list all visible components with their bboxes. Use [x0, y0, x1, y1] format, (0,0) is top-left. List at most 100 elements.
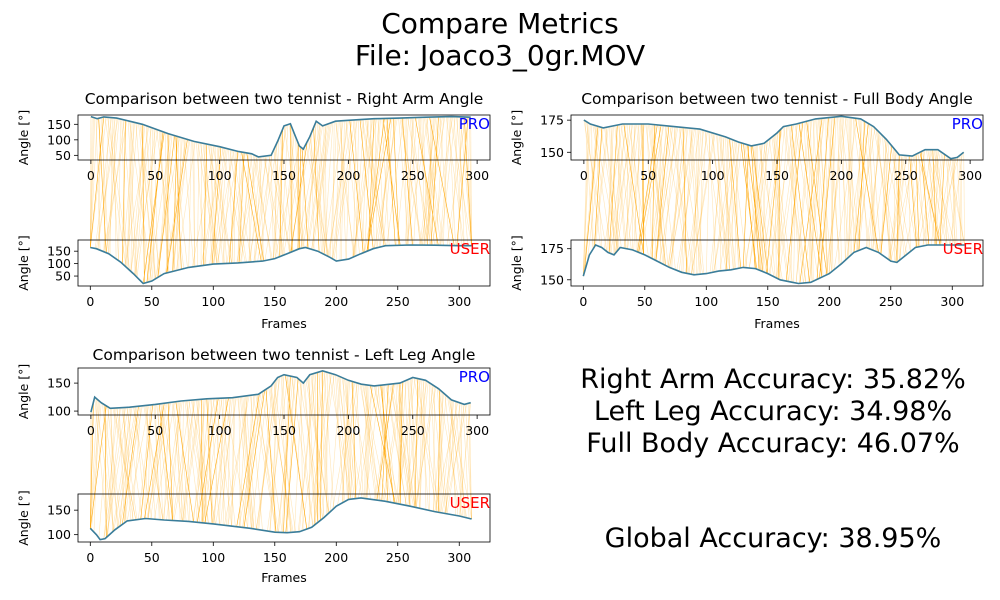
- alignment-link: [386, 118, 396, 246]
- alignment-link: [336, 120, 339, 262]
- user-axes-frame: [77, 493, 491, 543]
- alignment-link: [213, 148, 227, 265]
- alignment-link: [253, 156, 263, 262]
- alignment-link: [877, 130, 892, 262]
- alignment-link: [627, 123, 645, 250]
- alignment-link: [259, 156, 264, 261]
- alignment-link: [166, 400, 183, 521]
- alignment-link: [689, 128, 701, 275]
- alignment-link: [202, 399, 207, 524]
- figure-title-line2: File: Joaco3_0gr.MOV: [354, 39, 646, 72]
- alignment-link: [183, 399, 201, 522]
- alignment-link: [211, 146, 222, 265]
- alignment-link: [799, 118, 823, 284]
- alignment-link: [399, 381, 403, 505]
- alignment-link: [904, 149, 926, 257]
- alignment-link: [367, 118, 381, 251]
- alignment-link: [467, 403, 472, 520]
- alignment-link: [616, 123, 637, 252]
- alignment-link: [919, 152, 941, 246]
- alignment-link: [173, 399, 196, 521]
- alignment-link: [803, 121, 813, 282]
- alignment-link: [246, 152, 264, 261]
- alignment-link: [398, 383, 416, 508]
- alignment-link: [160, 130, 169, 273]
- alignment-link: [307, 123, 329, 249]
- pro-xtick-label: 150: [272, 423, 296, 438]
- alignment-link: [130, 125, 146, 272]
- alignment-link: [819, 118, 829, 275]
- alignment-link: [210, 398, 220, 525]
- pro-xtick-label: 300: [958, 168, 982, 183]
- alignment-link: [344, 378, 357, 499]
- alignment-link: [817, 118, 832, 272]
- alignment-link: [361, 384, 376, 501]
- alignment-link: [878, 151, 897, 253]
- alignment-link: [650, 126, 672, 259]
- alignment-link: [691, 129, 702, 275]
- alignment-link: [192, 145, 215, 267]
- alignment-link: [465, 403, 472, 520]
- alignment-link: [173, 135, 188, 268]
- alignment-link: [603, 123, 623, 250]
- alignment-link: [323, 122, 334, 255]
- alignment-link: [138, 404, 152, 520]
- alignment-link: [888, 155, 904, 260]
- alignment-link: [408, 379, 411, 507]
- alignment-link: [855, 118, 879, 253]
- alignment-link: [126, 121, 132, 269]
- alignment-link: [419, 379, 423, 509]
- user-xtick-label: 150: [263, 294, 287, 309]
- alignment-link: [156, 404, 171, 521]
- alignment-link: [281, 133, 295, 256]
- alignment-link: [418, 378, 429, 511]
- alignment-link: [329, 376, 341, 512]
- alignment-link: [844, 116, 861, 250]
- alignment-link: [404, 380, 411, 507]
- alignment-link: [256, 376, 281, 530]
- alignment-link: [917, 150, 940, 248]
- alignment-link: [445, 116, 465, 246]
- alignment-link: [863, 120, 878, 252]
- alignment-link: [754, 145, 761, 271]
- pro-xtick-label: 300: [465, 168, 489, 183]
- alignment-link: [706, 132, 711, 274]
- alignment-link: [610, 123, 634, 254]
- alignment-link: [252, 394, 277, 533]
- alignment-link: [361, 119, 385, 247]
- alignment-link: [106, 407, 129, 538]
- alignment-link: [438, 388, 462, 517]
- alignment-link: [789, 125, 801, 284]
- alignment-link: [670, 127, 685, 268]
- alignment-link: [224, 397, 248, 529]
- alignment-link: [690, 128, 705, 274]
- alignment-link: [620, 124, 639, 253]
- alignment-link: [875, 129, 893, 262]
- alignment-link: [424, 116, 446, 246]
- alignment-link: [332, 119, 356, 259]
- alignment-link: [397, 377, 414, 504]
- alignment-link: [181, 400, 184, 522]
- alignment-link: [326, 372, 329, 516]
- alignment-link: [833, 118, 858, 270]
- alignment-link: [197, 399, 204, 523]
- alignment-link: [920, 151, 930, 246]
- user-ytick-label: 175: [540, 241, 564, 256]
- alignment-link: [441, 402, 461, 514]
- alignment-link: [444, 394, 459, 516]
- alignment-link: [430, 383, 438, 513]
- alignment-link: [600, 127, 620, 250]
- alignment-link: [896, 154, 900, 263]
- alignment-link: [642, 123, 644, 255]
- alignment-link: [290, 123, 293, 252]
- alignment-link: [419, 116, 437, 246]
- pro-xtick-label: 50: [147, 423, 163, 438]
- alignment-link: [361, 119, 368, 254]
- alignment-link: [299, 147, 301, 249]
- alignment-link: [777, 125, 788, 279]
- alignment-link: [649, 124, 666, 266]
- alignment-link: [655, 126, 670, 261]
- alignment-link: [771, 137, 789, 282]
- alignment-link: [335, 374, 344, 503]
- alignment-link: [207, 398, 214, 524]
